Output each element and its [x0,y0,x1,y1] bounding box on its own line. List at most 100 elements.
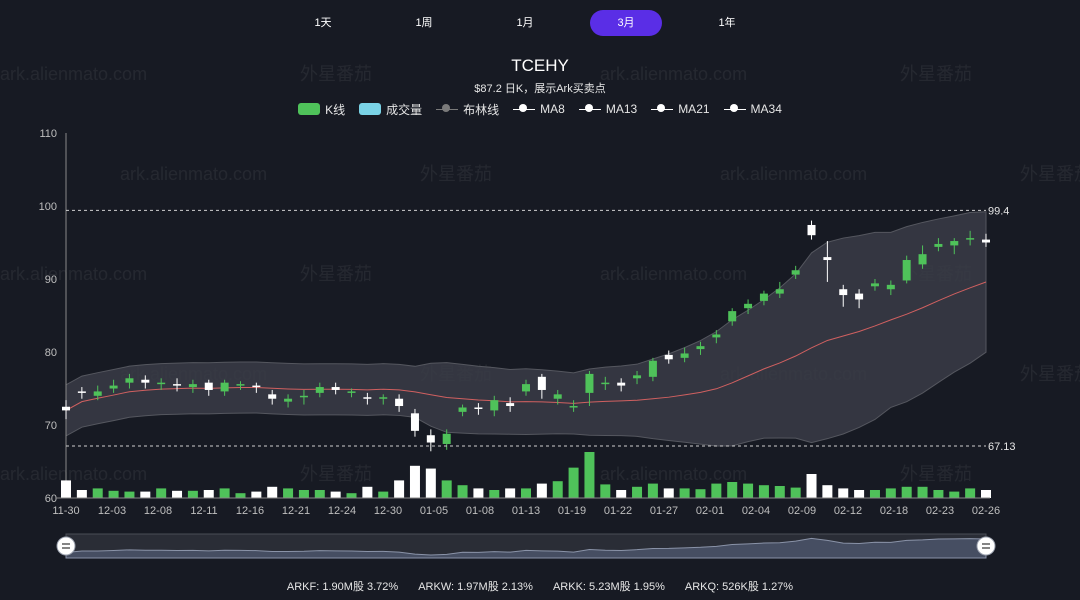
legend-volume[interactable]: 成交量 [359,101,422,118]
volume-bar [600,484,611,498]
candle-body[interactable] [315,387,324,393]
candle-body[interactable] [347,391,356,393]
tab-3-month[interactable]: 3月 [590,10,662,36]
volume-bar [187,490,198,498]
slider-left-handle[interactable] [56,536,76,556]
volume-bar [346,493,357,498]
candle-body[interactable] [744,303,753,309]
candle-body[interactable] [712,334,721,338]
y-tick-label: 100 [39,201,57,213]
tab-1-day[interactable]: 1天 [287,10,359,36]
candle-body[interactable] [839,289,848,296]
candle-body[interactable] [395,398,404,407]
zoom-slider[interactable] [56,533,996,559]
tab-label: 1周 [415,17,433,29]
volume-bar [425,468,436,498]
x-tick-label: 12-21 [282,505,310,517]
candle-body[interactable] [522,384,530,392]
candle-body[interactable] [284,398,293,402]
candle-body[interactable] [855,293,864,300]
legend-kline[interactable]: K线 [298,101,345,118]
candle-body[interactable] [648,360,657,377]
volume-bar [124,491,135,498]
legend-ma13[interactable]: MA13 [578,102,637,116]
candle-body[interactable] [474,407,483,409]
candle-body[interactable] [506,403,515,407]
volume-bar [457,485,468,498]
candle-body[interactable] [633,375,642,379]
tab-1-week[interactable]: 1周 [388,10,460,36]
candle-body[interactable] [410,413,419,431]
legend-ma34[interactable]: MA34 [723,102,782,116]
candle-body[interactable] [490,400,499,411]
candle-body[interactable] [918,254,927,265]
candle-body[interactable] [379,397,388,399]
candle-body[interactable] [458,407,467,412]
y-tick-label: 60 [45,493,57,505]
candle-body[interactable] [966,238,975,240]
candle-body[interactable] [617,382,626,386]
candle-body[interactable] [537,376,546,390]
candle-body[interactable] [62,406,70,411]
candle-body[interactable] [299,395,308,398]
candle-body[interactable] [553,394,562,399]
candle-body[interactable] [77,391,86,393]
tab-1-year[interactable]: 1年 [691,10,763,36]
candle-body[interactable] [902,260,911,281]
candle-body[interactable] [188,384,197,388]
holding-fund: ARKF: [286,581,320,593]
candle-body[interactable] [220,382,229,392]
watermark-text: ark.alienmato.com [0,464,147,484]
candle-body[interactable] [204,382,213,390]
candle-body[interactable] [982,239,990,243]
volume-bar [552,481,563,498]
candle-body[interactable] [585,373,594,393]
x-tick-label: 01-08 [466,505,494,517]
chart-title: TCEHY [511,56,569,75]
candle-body[interactable] [109,385,118,389]
candle-body[interactable] [759,293,768,301]
legend-bollinger[interactable]: 布林线 [436,101,499,118]
tab-label: 3月 [617,17,635,29]
legend-ma21[interactable]: MA21 [651,102,710,116]
ark-holdings: ARKF: 1.90M股 3.72% ARKW: 1.97M股 2.13% AR… [0,578,1080,594]
candle-body[interactable] [680,353,689,358]
candle-body[interactable] [569,406,578,408]
volume-bar [743,483,754,498]
candle-body[interactable] [236,384,245,386]
x-tick-label: 12-24 [328,505,356,517]
candle-body[interactable] [125,378,134,383]
candle-body[interactable] [807,224,816,236]
watermark-text: ark.alienmato.com [120,164,267,184]
volume-bar [298,490,309,498]
candle-body[interactable] [141,379,150,383]
candle-body[interactable] [363,397,372,399]
candle-body[interactable] [870,283,879,287]
candle-body[interactable] [823,257,832,261]
candle-body[interactable] [775,289,784,294]
volume-bar [505,488,516,498]
candle-body[interactable] [331,387,340,390]
candle-body[interactable] [601,382,610,385]
ma13-swatch-icon [578,103,601,115]
candle-body[interactable] [173,384,182,386]
candle-body[interactable] [664,354,673,360]
candle-body[interactable] [426,435,435,443]
candle-body[interactable] [696,346,705,350]
candle-body[interactable] [252,385,261,388]
candle-body[interactable] [442,433,451,444]
x-tick-label: 02-09 [788,505,816,517]
volume-bar [156,488,167,498]
legend-ma8[interactable]: MA8 [513,102,565,116]
candle-body[interactable] [157,382,166,385]
candle-body[interactable] [93,391,102,396]
candle-body[interactable] [268,394,277,399]
candle-body[interactable] [886,284,895,290]
slider-right-handle[interactable] [976,536,996,556]
candle-body[interactable] [950,241,959,246]
candle-body[interactable] [728,311,737,322]
tab-1-month[interactable]: 1月 [489,10,561,36]
watermark-text: ark.alienmato.com [720,164,867,184]
candle-body[interactable] [934,243,943,247]
candle-body[interactable] [791,270,800,275]
